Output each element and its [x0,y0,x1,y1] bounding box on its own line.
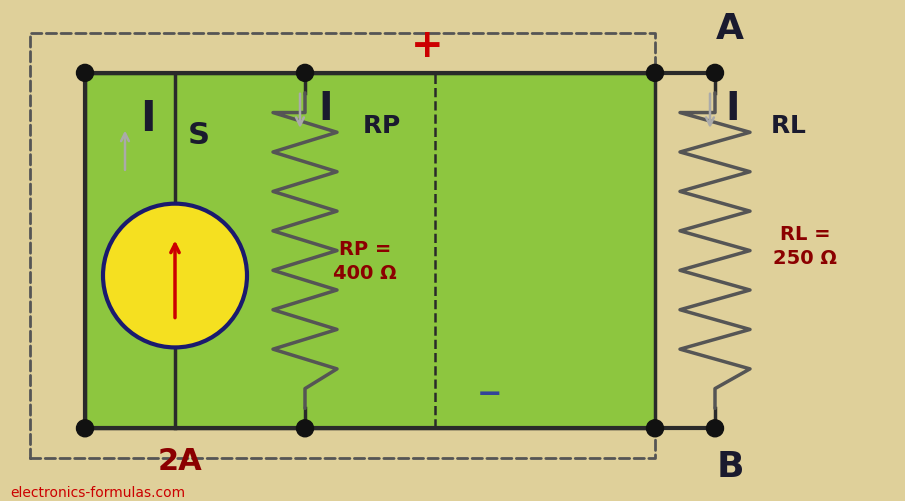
Bar [85,74,655,428]
Circle shape [297,65,313,82]
Text: $\mathbf{RL}$: $\mathbf{RL}$ [770,114,806,137]
Text: electronics-formulas.com: electronics-formulas.com [10,485,186,499]
Circle shape [103,204,247,348]
Text: RL =
250 Ω: RL = 250 Ω [773,225,837,268]
Text: 2A: 2A [157,446,203,475]
Circle shape [707,420,723,437]
Text: $\mathbf{RP}$: $\mathbf{RP}$ [362,114,401,137]
Text: RP =
400 Ω: RP = 400 Ω [333,240,396,282]
Text: B: B [716,449,744,483]
Bar [30,34,655,458]
Circle shape [646,65,663,82]
Text: +: + [411,27,443,65]
Circle shape [646,420,663,437]
Text: $\mathbf{I}$: $\mathbf{I}$ [140,98,154,139]
Text: $\mathbf{I}$: $\mathbf{I}$ [318,90,331,128]
Circle shape [77,65,93,82]
Circle shape [707,65,723,82]
Circle shape [297,420,313,437]
Circle shape [77,420,93,437]
Text: A: A [716,12,744,46]
Text: −: − [477,379,503,408]
Text: $\mathbf{S}$: $\mathbf{S}$ [187,121,209,150]
Text: $\mathbf{I}$: $\mathbf{I}$ [725,90,738,128]
